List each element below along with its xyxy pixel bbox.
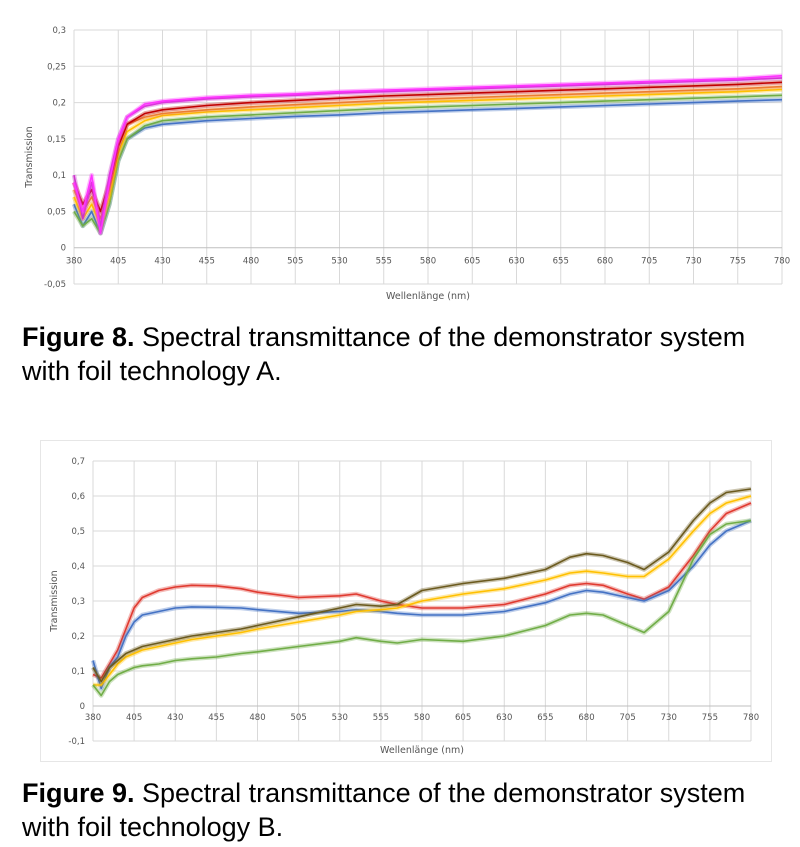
chart-0-x-tick-label: 580	[420, 257, 436, 267]
chart-0-x-tick-label: 655	[553, 257, 569, 267]
figure-9-caption-text: Spectral transmittance of the demonstrat…	[22, 778, 746, 842]
chart-0-series-5-line	[73, 77, 783, 227]
figure-9-caption: Figure 9. Spectral transmittance of the …	[22, 776, 792, 844]
chart-0-x-tick-label: 480	[243, 257, 259, 267]
chart-0-x-tick-label: 505	[287, 257, 303, 267]
chart-1-x-tick-label: 430	[167, 713, 183, 723]
chart-0-y-tick-label: 0,05	[47, 207, 66, 217]
chart-1-x-tick-label: 630	[496, 713, 512, 723]
chart-0-x-tick-label: 680	[597, 257, 613, 267]
chart-figure-8-svg: -0,05 0 0,05 0,1 0,15 0,2 0,25 0,3 380 405 430 455 4…	[24, 26, 790, 302]
chart-0-y-axis-title: Transmission	[24, 126, 35, 188]
chart-1-y-tick-label: 0,1	[71, 667, 85, 677]
chart-1-x-tick-label: 530	[332, 713, 348, 723]
figure-8-caption-label: Figure 8.	[22, 322, 135, 352]
chart-0-x-tick-label: 605	[464, 257, 480, 267]
chart-1-x-tick-label: 480	[249, 713, 265, 723]
chart-figure-9-svg: -0,1 0 0,1 0,2 0,3 0,4 0,5 0,6 0,7 380 405 430 455 48…	[49, 457, 759, 756]
chart-1-x-tick-label: 555	[373, 713, 389, 723]
chart-1-x-tick-label: 655	[537, 713, 553, 723]
chart-1-x-tick-label: 705	[620, 713, 636, 723]
chart-1-series-3-line	[92, 488, 752, 683]
chart-0-y-tick-label: 0,25	[47, 62, 66, 72]
chart-1-x-tick-label: 680	[578, 713, 594, 723]
chart-0-y-tick-label: 0,1	[52, 171, 66, 181]
chart-1-x-axis-title: Wellenlänge (nm)	[380, 745, 464, 756]
chart-1-y-axis-title: Transmission	[49, 570, 60, 632]
chart-0-x-tick-label: 780	[774, 257, 790, 267]
chart-1-x-tick-label: 780	[743, 713, 759, 723]
chart-0-x-tick-label: 705	[641, 257, 657, 267]
chart-0-x-tick-label: 455	[199, 257, 215, 267]
chart-0-x-axis-title: Wellenlänge (nm)	[386, 291, 470, 302]
chart-0-y-tick-label: -0,05	[44, 280, 66, 290]
chart-1-x-tick-label: 405	[126, 713, 142, 723]
chart-0-x-tick-label: 630	[508, 257, 524, 267]
chart-0-x-tick-label: 730	[685, 257, 701, 267]
chart-0-y-tick-label: 0,2	[52, 99, 66, 109]
chart-0-y-tick-label: 0,3	[52, 26, 66, 36]
chart-figure-9: -0,1 0 0,1 0,2 0,3 0,4 0,5 0,6 0,7 380 405 430 455 48…	[40, 440, 772, 762]
figure-8-caption: Figure 8. Spectral transmittance of the …	[22, 320, 792, 388]
chart-0-series-1-line	[73, 94, 783, 234]
chart-1-x-tick-label: 580	[414, 713, 430, 723]
chart-figure-8: -0,05 0 0,05 0,1 0,15 0,2 0,25 0,3 380 405 430 455 4…	[12, 14, 792, 304]
chart-1-y-tick-label: 0,4	[71, 562, 85, 572]
chart-0-x-tick-label: 430	[154, 257, 170, 267]
chart-1-x-tick-label: 730	[661, 713, 677, 723]
chart-1-series-0-line	[92, 502, 752, 679]
chart-1-x-tick-label: 380	[85, 713, 101, 723]
chart-0-x-tick-label: 755	[730, 257, 746, 267]
chart-1-x-tick-label: 605	[455, 713, 471, 723]
chart-0-series-2-line	[73, 88, 783, 227]
chart-1-x-tick-label: 455	[208, 713, 224, 723]
chart-0-x-tick-label: 405	[110, 257, 126, 267]
chart-1-y-tick-label: 0,6	[71, 492, 85, 502]
chart-0-x-tick-label: 555	[376, 257, 392, 267]
chart-1-y-tick-label: -0,1	[68, 737, 85, 747]
chart-1-y-tick-label: 0	[80, 702, 85, 712]
chart-1-series-4-line	[92, 519, 752, 697]
chart-1-y-tick-label: 0,3	[71, 597, 85, 607]
chart-0-x-tick-label: 380	[66, 257, 82, 267]
figure-9-caption-label: Figure 9.	[22, 778, 135, 808]
chart-0-y-tick-label: 0	[61, 244, 66, 254]
chart-0-y-tick-label: 0,15	[47, 135, 66, 145]
chart-1-y-tick-label: 0,5	[71, 527, 85, 537]
figure-8-caption-text: Spectral transmittance of the demonstrat…	[22, 322, 746, 386]
chart-1-y-tick-label: 0,2	[71, 632, 85, 642]
chart-0-series-6-line	[73, 74, 783, 234]
chart-1-x-tick-label: 755	[702, 713, 718, 723]
chart-0-x-tick-label: 530	[331, 257, 347, 267]
chart-1-y-tick-label: 0,7	[71, 457, 85, 467]
chart-1-series-2-line	[93, 495, 752, 686]
chart-1-x-tick-label: 505	[291, 713, 307, 723]
